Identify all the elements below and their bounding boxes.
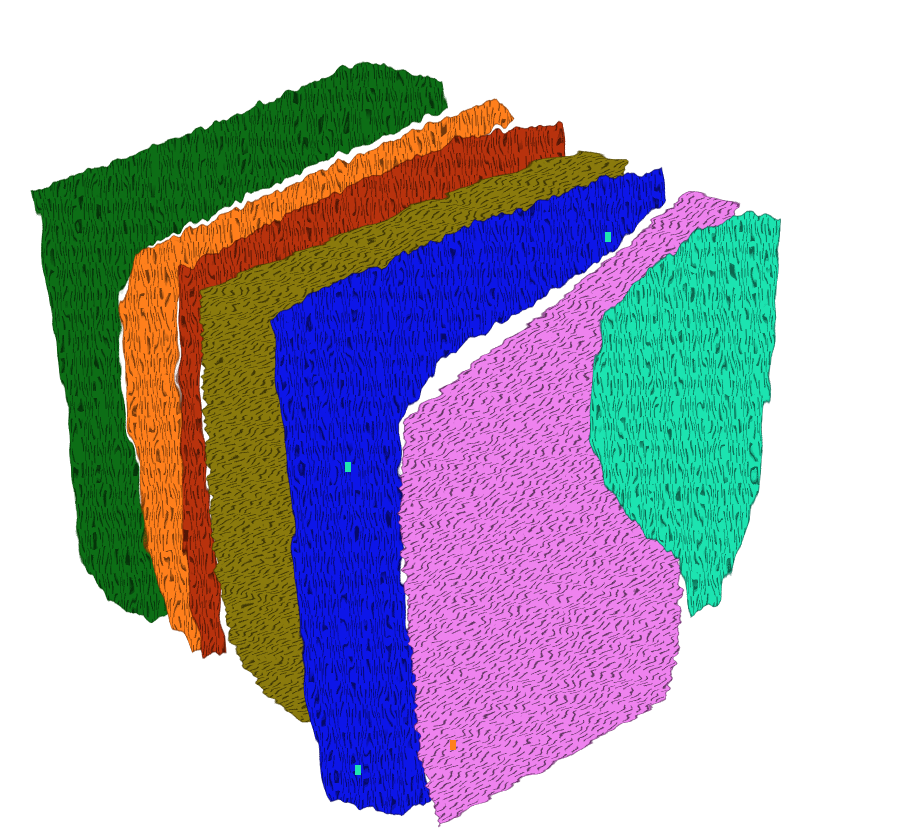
fiber-speck-1 — [345, 462, 351, 472]
layer-blue-fiber-texture — [268, 170, 665, 815]
layer-green-edge — [31, 61, 446, 621]
layer-orange — [119, 99, 516, 651]
layer-teal — [589, 211, 781, 622]
layer-teal-edge — [589, 211, 781, 622]
fiber-speck-3 — [450, 740, 456, 750]
layer-green-fiber-texture — [32, 62, 445, 620]
layer-rust-fiber-texture — [180, 125, 565, 655]
layer-green — [31, 61, 446, 621]
layer-orange-edge — [119, 99, 516, 651]
fiber-speck-0 — [605, 232, 611, 242]
layer-blue-edge — [267, 169, 666, 816]
layer-blue — [267, 169, 666, 816]
layer-orange-fiber-texture — [120, 100, 515, 650]
layer-teal-fiber-texture — [590, 212, 780, 620]
fiber-speck-2 — [355, 765, 361, 775]
